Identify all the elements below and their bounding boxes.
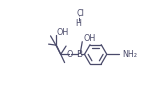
Text: B: B xyxy=(77,50,83,59)
Text: H: H xyxy=(75,19,81,28)
Text: NH₂: NH₂ xyxy=(122,50,137,59)
Text: O: O xyxy=(67,50,73,59)
Text: Cl: Cl xyxy=(76,9,84,18)
Text: OH: OH xyxy=(84,34,96,43)
Text: OH: OH xyxy=(56,28,69,37)
